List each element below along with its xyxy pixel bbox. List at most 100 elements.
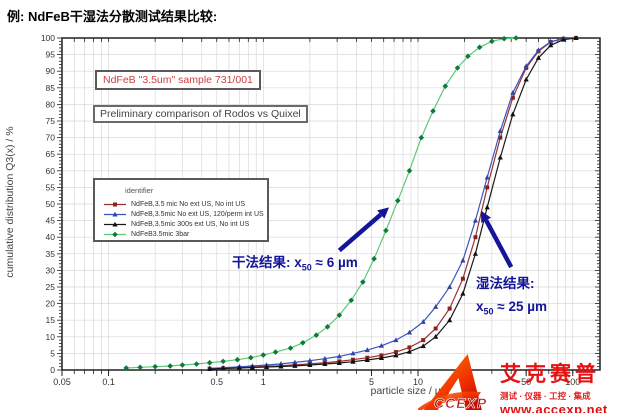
data-marker [420,343,426,349]
y-tick-label: 70 [46,133,56,143]
legend-item-label: NdFeB,3.5mic No ext US, 120/perm int US [131,211,264,218]
data-marker [447,306,452,311]
data-marker [406,329,413,335]
legend-item-label: NdFeB,3.5 mic No ext US, No int US [131,201,245,208]
annotation-wet-value: x50 ≈ 25 µm [476,299,547,317]
data-marker [234,356,241,363]
legend-rows: NdFeB,3.5 mic No ext US, No int US NdFeB,… [95,200,267,239]
data-marker [307,362,313,368]
data-marker [460,290,466,296]
y-tick-label: 100 [41,33,55,43]
accexp-logo: CCEXP 艾克赛普 测试 · 仪器 · 工控 · 集成 www.accexp.… [418,350,621,413]
y-axis-title: cumulative distribution Q3(x) / % [4,126,16,278]
x-axis-title: particle size / µm [370,385,450,397]
data-marker [498,135,503,140]
series-line-2 [209,37,577,370]
annotation-dry-sub: 50 [301,262,312,273]
accexp-logo-text: 艾克赛普 测试 · 仪器 · 工控 · 集成 www.accexp.net [500,358,621,413]
x-tick-label: 5 [369,377,374,387]
logo-url: www.accexp.net [500,402,608,413]
legend-item-label: NdFeB,3.5mic 300s ext US, No int US [131,221,250,228]
data-marker [207,366,213,372]
data-marker [476,44,483,51]
y-tick-label: 20 [46,299,56,309]
legend-item: NdFeB,3.5mic No ext US, 120/perm int US [103,210,267,219]
data-marker [137,364,143,371]
data-marker [406,348,413,354]
data-marker [112,221,118,227]
data-marker [433,334,439,339]
y-tick-label: 25 [46,282,56,292]
legend-item: NdFeB,3.5mic 300s ext US, No int US [103,220,267,229]
data-marker [378,355,385,361]
y-tick-label: 95 [46,50,56,60]
page-title: 例: NdFeB干湿法分散测试结果比较: [7,9,218,24]
data-marker [292,359,298,365]
data-marker [497,154,503,160]
data-marker [167,363,173,369]
data-marker [497,128,503,133]
data-marker [364,357,370,363]
y-tick-label: 0 [50,365,55,375]
data-marker [350,350,356,356]
annotation-dry-result: 干法结果: x50 ≈ 6 µm [232,251,358,273]
data-marker [371,255,377,262]
data-marker [460,276,465,281]
legend-item: NdFeB,3.5 mic No ext US, No int US [103,200,267,209]
chart-subtitle-box: Preliminary comparison of Rodos vs Quixe… [93,105,308,123]
data-marker [485,185,490,190]
series-line-0 [209,37,577,370]
data-marker [510,95,515,100]
data-marker [535,55,542,60]
x-tick-label: 50 [521,377,531,387]
data-marker [322,355,328,361]
data-marker [152,363,158,370]
data-marker [510,89,516,95]
y-tick-label: 45 [46,216,56,226]
data-marker [287,345,294,351]
data-marker [220,365,226,371]
y-tick-label: 50 [46,199,56,209]
y-tick-label: 40 [46,232,56,242]
y-tick-label: 35 [46,249,56,259]
data-marker [278,361,284,366]
annotation-arrow [337,212,383,253]
y-tick-label: 15 [46,315,56,325]
data-marker [454,65,461,71]
y-tick-label: 55 [46,182,56,192]
data-marker [430,108,436,114]
y-tick-label: 10 [46,332,56,342]
data-marker [421,338,426,343]
data-marker [513,35,519,41]
data-marker [322,361,328,367]
x-tick-label: 0.1 [102,377,115,387]
data-marker [272,349,279,355]
data-marker [501,35,507,42]
data-marker [348,297,355,304]
data-marker [263,364,270,370]
annotation-wet-prefix: x [476,299,484,314]
data-marker [113,202,117,207]
data-marker [523,63,529,69]
data-marker [406,168,413,174]
data-marker [336,312,343,319]
data-marker [313,332,320,338]
data-marker [260,352,267,358]
logo-company-name: 艾克赛普 [500,363,600,386]
data-marker [535,47,542,53]
y-tick-label: 80 [46,99,56,109]
accexp-logo-a-icon: CCEXP [418,354,487,411]
legend-marker-icon [104,211,126,217]
data-marker [378,342,385,348]
data-marker [548,38,554,44]
data-marker [472,217,479,223]
data-marker [484,174,490,180]
data-marker [307,357,313,363]
data-marker [418,134,425,141]
data-marker [336,360,342,366]
y-tick-label: 30 [46,265,56,275]
y-tick-label: 85 [46,83,56,93]
data-marker [393,337,399,343]
data-marker [393,350,398,355]
data-marker [465,53,471,60]
